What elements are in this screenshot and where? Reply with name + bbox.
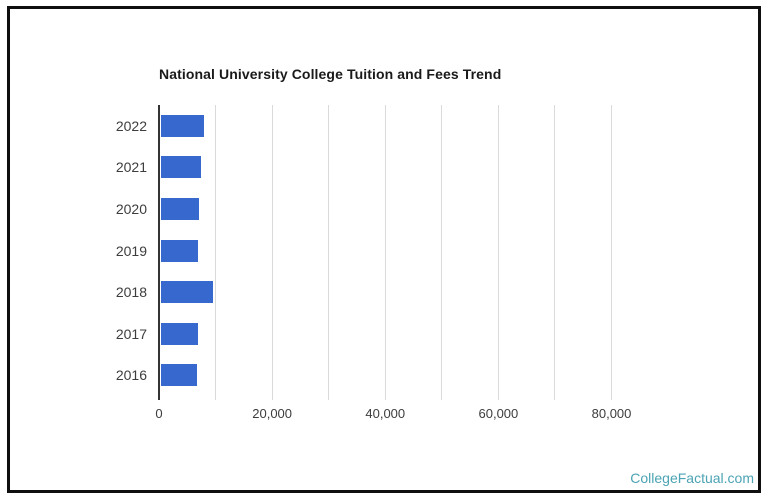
y-axis-label-2022: 2022: [115, 117, 147, 134]
gridline: [611, 105, 612, 400]
bar-2018[interactable]: [161, 281, 213, 304]
gridline: [554, 105, 556, 400]
gridline: [328, 105, 330, 400]
gridline: [497, 105, 499, 400]
y-axis-label-2018: 2018: [115, 284, 147, 301]
gridline: [384, 105, 386, 400]
y-axis-label-2021: 2021: [115, 159, 147, 176]
chart-title: National University College Tuition and …: [159, 66, 502, 82]
y-axis-label-2019: 2019: [115, 242, 147, 259]
x-axis-label-80000: 80,000: [591, 406, 632, 421]
x-axis-label-20000: 20,000: [252, 406, 293, 421]
bar-2022[interactable]: [161, 114, 205, 137]
y-axis-label-2020: 2020: [115, 200, 147, 217]
y-axis-label-2017: 2017: [115, 325, 147, 342]
chart-card: National University College Tuition and …: [7, 6, 761, 493]
bar-2016[interactable]: [161, 364, 197, 387]
y-axis-baseline: [158, 105, 160, 400]
x-axis-label-60000: 60,000: [478, 406, 519, 421]
gridline: [271, 105, 273, 400]
x-axis-label-0: 0: [155, 406, 163, 421]
bar-2020[interactable]: [161, 197, 199, 220]
y-axis-label-2016: 2016: [115, 367, 147, 384]
bar-2021[interactable]: [161, 156, 202, 179]
bar-2019[interactable]: [161, 239, 198, 262]
gridline: [441, 105, 443, 400]
x-axis-label-40000: 40,000: [365, 406, 406, 421]
plot-area: 2022 2021 2020 2019 2018 2017 2016 0 20,000 40,00…: [116, 105, 674, 421]
watermark-link[interactable]: CollegeFactual.com: [630, 470, 754, 486]
bar-2017[interactable]: [161, 322, 199, 345]
gridline: [215, 105, 217, 400]
